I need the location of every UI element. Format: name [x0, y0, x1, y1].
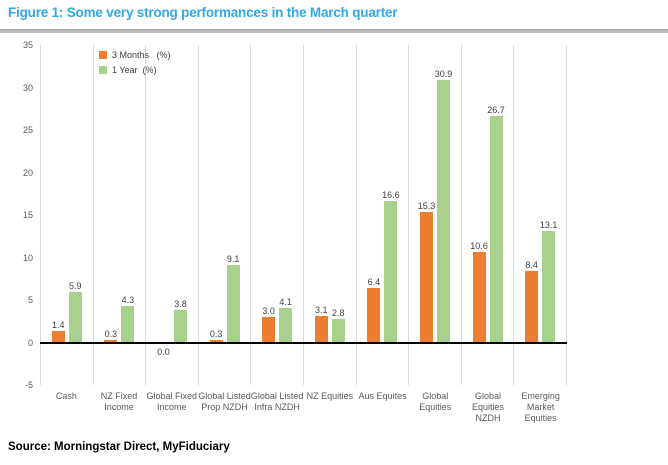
bar-value-label: 30.9 [434, 68, 453, 79]
bar-value-label: 6.4 [367, 277, 381, 288]
legend-item-1-year: 1 Year (%) [99, 64, 171, 75]
y-tick-label: -5 [24, 380, 33, 390]
bar-1-year: 9.1 [226, 254, 240, 343]
category-cell: 6.4 16.6 [355, 45, 409, 385]
x-axis-labels: Cash NZ Fixed Income Global Fixed Income Gl… [40, 391, 567, 424]
bar-value-label: 9.1 [226, 254, 240, 265]
category-label: Global Listed Infra NZDH [250, 391, 304, 412]
bar-1-year: 4.1 [279, 297, 293, 343]
y-tick-label: 15 [22, 210, 33, 220]
bar-3-months: 1.4 [51, 320, 65, 343]
bar-value-label: 3.0 [262, 306, 275, 316]
y-tick-label: 30 [22, 82, 33, 93]
category-label: NZ Equities [306, 391, 354, 401]
bar-value-label: 0.0 [157, 346, 170, 357]
legend-swatch-3-months-icon [99, 50, 107, 59]
bar-1-year: 13.1 [540, 220, 557, 343]
category-cell: 10.6 26.7 [460, 45, 514, 385]
category-cell: 0.0 3.8 [145, 45, 198, 385]
category-cell: 3.1 2.8 [302, 45, 356, 385]
bar-value-label: 15.3 [417, 201, 436, 212]
bar-chart: 35 30 25 20 15 10 5 0 -5 1.4 5.9 0.3 4.3 0.0 3.8 0.3 9.… [0, 38, 668, 438]
bar-value-label: 2.8 [332, 307, 345, 318]
bar-1-year: 4.3 [121, 295, 135, 343]
y-tick-label: 35 [22, 40, 33, 50]
bar-value-label: 4.3 [121, 294, 135, 305]
bar-3-months: 10.6 [470, 241, 488, 343]
y-tick-label: 5 [27, 295, 33, 305]
plot-area: 1.4 5.9 0.3 4.3 0.0 3.8 0.3 9.1 3.0 4.1 3.1 2.8 6.4 1… [40, 45, 567, 385]
bar-value-label: 1.4 [52, 319, 65, 330]
category-label: NZ Fixed Income [100, 391, 138, 412]
bar-value-label: 3.8 [174, 299, 187, 310]
legend-swatch-1-year-icon [99, 65, 107, 74]
bar-3-months: 3.1 [314, 305, 328, 343]
zero-axis-line [40, 341, 567, 344]
y-tick-label: 25 [22, 125, 33, 135]
y-tick-label: 10 [22, 252, 33, 263]
category-cell: 0.3 4.3 [92, 45, 146, 385]
legend-item-3-months: 3 Months (%) [99, 49, 171, 60]
y-tick-label: 0 [27, 337, 33, 348]
y-tick-label: 20 [22, 167, 33, 178]
bar-value-label: 5.9 [69, 281, 82, 292]
bar-1-year: 3.8 [173, 299, 187, 343]
legend-label-3-months: 3 Months (%) [112, 49, 171, 60]
figure-title: Figure 1: Some very strong performances … [8, 5, 398, 20]
bar-3-months: 6.4 [367, 277, 381, 343]
bar-value-label: 4.1 [279, 296, 292, 307]
legend-label-1-year: 1 Year (%) [112, 64, 157, 75]
bar-value-label: 26.7 [487, 104, 505, 115]
bar-3-months: 0.3 [209, 329, 223, 343]
chart-legend: 3 Months (%) 1 Year (%) [99, 49, 171, 75]
title-divider [0, 29, 668, 33]
category-label: Cash [55, 391, 77, 401]
category-cell: 1.4 5.9 [40, 45, 93, 385]
category-label: Aus Equites [358, 391, 407, 401]
bar-1-year: 26.7 [487, 105, 505, 343]
bar-value-label: 16.6 [382, 190, 400, 201]
category-label: Global Fixed Income [146, 391, 198, 412]
category-cell: 0.3 9.1 [197, 45, 251, 385]
category-cell: 8.4 13.1 [513, 45, 566, 385]
bar-value-label: 3.1 [315, 305, 328, 316]
bar-value-label: 8.4 [525, 260, 538, 271]
bar-1-year: 5.9 [68, 281, 82, 343]
bar-value-label: 0.3 [104, 328, 118, 339]
category-cell: 3.0 4.1 [250, 45, 303, 385]
bar-3-months: 3.0 [262, 306, 276, 343]
category-label: Global Equities NZDH [471, 391, 504, 423]
bar-3-months: 8.4 [525, 260, 539, 343]
category-label: Emerging Market Equities [521, 391, 560, 423]
y-axis: 35 30 25 20 15 10 5 0 -5 [0, 40, 36, 390]
category-cell: 15.3 30.9 [408, 45, 461, 385]
bar-value-label: 0.3 [209, 328, 223, 339]
source-attribution: Source: Morningstar Direct, MyFiduciary [8, 441, 230, 453]
category-label: Global Listed Prop NZDH [198, 391, 251, 412]
bar-3-months: 0.3 [104, 329, 118, 343]
category-label: Global Equities [419, 391, 452, 412]
bar-value-label: 10.6 [470, 241, 488, 252]
bar-1-year: 30.9 [435, 69, 452, 343]
bar-3-months: 15.3 [418, 201, 435, 343]
bar-1-year: 16.6 [382, 190, 400, 343]
bar-1-year: 2.8 [331, 308, 345, 343]
bar-value-label: 13.1 [539, 220, 558, 231]
